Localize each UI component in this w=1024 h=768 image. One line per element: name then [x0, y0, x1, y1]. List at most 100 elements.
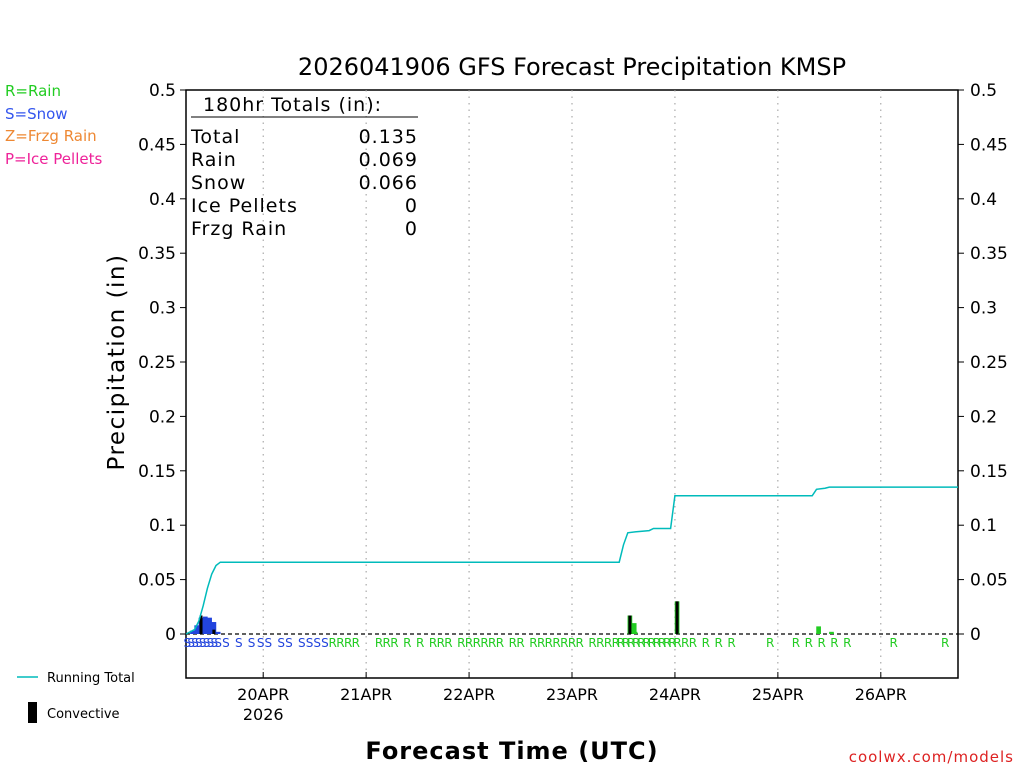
y-tick-label-left: 0.25 — [138, 353, 176, 373]
convective-bar — [199, 615, 203, 634]
rain-marker: R — [576, 636, 584, 650]
rain-marker: R — [727, 636, 735, 650]
rain-marker: R — [766, 636, 774, 650]
rain-marker: R — [336, 636, 344, 650]
y-axis: 0 00.05 0.050.1 0.10.15 0.150.2 0.20.25 0.250.… — [138, 81, 1008, 645]
totals-label: Total — [190, 126, 240, 148]
rain-marker: R — [642, 636, 650, 650]
legend-convective: Convective — [47, 707, 120, 722]
rain-marker: R — [416, 636, 424, 650]
rain-marker: R — [473, 636, 481, 650]
snow-marker: S — [214, 636, 222, 650]
y-tick-label-right: 0.5 — [970, 81, 997, 101]
y-tick-label-left: 0.4 — [149, 190, 176, 210]
rain-marker: R — [830, 636, 838, 650]
totals-value: 0 — [405, 195, 418, 217]
snow-marker: S — [199, 636, 207, 650]
rain-marker: R — [545, 636, 553, 650]
rain-bar — [829, 631, 834, 634]
totals-label: Ice Pellets — [191, 195, 298, 217]
totals-value: 0 — [405, 218, 418, 240]
rain-marker: R — [612, 636, 620, 650]
y-tick-label-left: 0.3 — [149, 299, 176, 319]
rain-marker: R — [568, 636, 576, 650]
rain-marker: R — [375, 636, 383, 650]
rain-marker: R — [622, 636, 630, 650]
rain-marker: R — [596, 636, 604, 650]
y-tick-label-right: 0.35 — [970, 244, 1008, 264]
snow-marker: S — [195, 636, 203, 650]
snow-bar — [207, 617, 212, 634]
x-tick-sublabel: 2026 — [243, 705, 284, 724]
y-tick-label-left: 0.1 — [149, 516, 176, 536]
convective-bar — [675, 601, 679, 634]
rain-marker: R — [817, 636, 825, 650]
y-tick-label-right: 0.2 — [970, 407, 997, 427]
rain-marker: R — [529, 636, 537, 650]
rain-marker: R — [658, 636, 666, 650]
rain-marker: R — [617, 636, 625, 650]
rain-marker: R — [509, 636, 517, 650]
rain-marker: R — [673, 636, 681, 650]
rain-marker: R — [588, 636, 596, 650]
y-tick-label-right: 0.05 — [970, 571, 1008, 591]
series-legend: Running Total Convective — [17, 671, 135, 723]
rain-marker: R — [668, 636, 676, 650]
snow-marker: S — [298, 636, 306, 650]
snow-marker: S — [207, 636, 215, 650]
running-total-line — [185, 486, 958, 635]
rain-marker: R — [792, 636, 800, 650]
rain-marker: R — [488, 636, 496, 650]
snow-marker: S — [265, 636, 273, 650]
totals-label: Snow — [191, 172, 246, 194]
rain-marker: R — [480, 636, 488, 650]
snow-marker: S — [203, 636, 211, 650]
y-tick-label-left: 0.05 — [138, 571, 176, 591]
convective-bar — [212, 629, 216, 634]
x-tick-label: 26APR — [855, 685, 907, 704]
rain-marker: R — [805, 636, 813, 650]
credit-text: coolwx.com/models — [849, 748, 1014, 766]
legend-rain: R=Rain — [5, 82, 61, 100]
snow-marker: S — [321, 636, 329, 650]
rain-marker: R — [344, 636, 352, 650]
totals-box: 180hr Totals (in): Total 0.135 Rain 0.069 Sn… — [190, 94, 418, 240]
y-tick-label-left: 0.2 — [149, 407, 176, 427]
x-gridlines — [262, 90, 882, 678]
rain-marker: R — [604, 636, 612, 650]
rain-marker: R — [843, 636, 851, 650]
convective-bar — [628, 615, 632, 634]
rain-marker: R — [516, 636, 524, 650]
snow-bar — [194, 625, 200, 634]
snow-marker: S — [248, 636, 256, 650]
rain-marker: R — [648, 636, 656, 650]
y-tick-label-left: 0.5 — [149, 81, 176, 101]
snow-marker: S — [277, 636, 285, 650]
snow-marker: S — [222, 636, 230, 650]
y-tick-label-left: 0.35 — [138, 244, 176, 264]
convective-legend-swatch — [28, 702, 37, 723]
rain-marker: R — [632, 636, 640, 650]
snow-bar — [215, 631, 221, 634]
snow-marker: S — [183, 636, 191, 650]
rain-marker: R — [457, 636, 465, 650]
rain-marker: R — [444, 636, 452, 650]
rain-marker: R — [637, 636, 645, 650]
legend-running-total: Running Total — [47, 671, 135, 686]
rain-marker: R — [403, 636, 411, 650]
y-tick-label-left: 0.45 — [138, 135, 176, 155]
totals-value: 0.135 — [359, 126, 418, 148]
y-tick-label-left: 0.15 — [138, 462, 176, 482]
rain-marker: R — [329, 636, 337, 650]
legend-snow: S=Snow — [5, 105, 68, 123]
totals-value: 0.066 — [359, 172, 418, 194]
rain-marker: R — [627, 636, 635, 650]
rain-marker: R — [560, 636, 568, 650]
rain-marker: R — [465, 636, 473, 650]
totals-label: Frzg Rain — [191, 218, 287, 240]
snow-marker: S — [257, 636, 265, 650]
y-tick-label-right: 0.45 — [970, 135, 1008, 155]
rain-bar — [816, 626, 821, 634]
